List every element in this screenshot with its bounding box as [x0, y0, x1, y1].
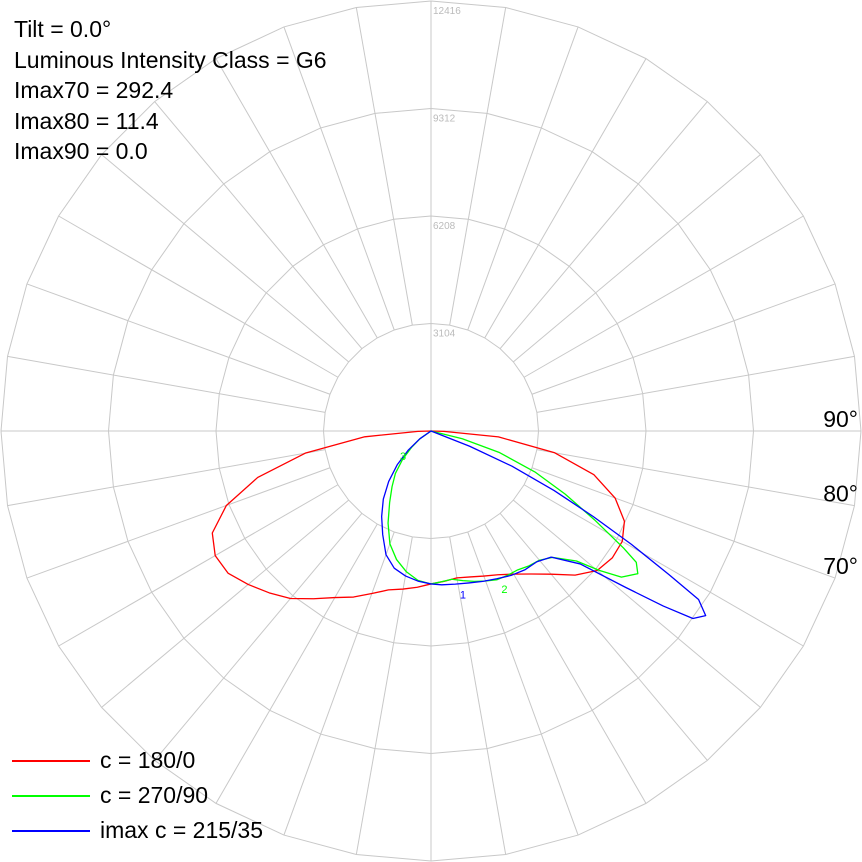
- grid-spoke: [7, 449, 326, 507]
- grid-spoke: [7, 355, 326, 413]
- imax90-text: Imax90 = 0.0: [14, 138, 148, 164]
- grid-spoke: [467, 531, 579, 836]
- ring-label: 6208: [433, 221, 456, 232]
- legend-item-c180: c = 180/0: [12, 743, 263, 778]
- grid-spoke: [26, 283, 331, 395]
- angle-label: 90°: [823, 406, 858, 432]
- ring-label: 9312: [433, 114, 456, 125]
- ring-labels: 3104 6208 9312 12416: [433, 6, 461, 340]
- intensity-class-text: Luminous Intensity Class = G6: [14, 46, 327, 73]
- ring-label: 3104: [433, 329, 456, 340]
- grid-spoke: [283, 531, 395, 836]
- curve-series-1: [211, 430, 626, 600]
- grid-spoke: [215, 523, 378, 804]
- legend-swatch-blue: [12, 829, 90, 832]
- tilt-text: Tilt = 0.0°: [14, 16, 112, 42]
- photometric-info: Tilt = 0.0° Luminous Intensity Class = G…: [14, 14, 327, 167]
- curve-marker: 3: [400, 451, 406, 463]
- legend-swatch-green: [12, 794, 90, 797]
- grid-spoke: [499, 101, 708, 349]
- curve-labels: 1 2 3: [400, 451, 508, 602]
- imax70-text: Imax70 = 292.4: [14, 77, 174, 103]
- imax80-text: Imax80 = 11.4: [14, 107, 159, 134]
- grid-spoke: [154, 513, 363, 761]
- grid-spoke: [484, 523, 647, 804]
- angle-labels: 90° 80° 70°: [823, 406, 858, 579]
- grid-spoke: [154, 101, 363, 349]
- grid-spoke: [531, 467, 836, 579]
- grid-spoke: [58, 215, 339, 378]
- grid-spoke: [467, 26, 579, 331]
- grid-spoke: [449, 7, 507, 326]
- legend-item-c270: c = 270/90: [12, 778, 263, 813]
- grid-spoke: [531, 283, 836, 395]
- grid-spoke: [513, 154, 761, 363]
- grid-spoke: [101, 154, 349, 363]
- grid-spoke: [513, 499, 761, 708]
- grid-spoke: [283, 26, 395, 331]
- angle-label: 70°: [823, 553, 858, 579]
- curve-marker: 2: [501, 584, 507, 596]
- curve-series-2: [387, 430, 639, 585]
- grid-spoke: [449, 536, 507, 855]
- grid-spoke: [523, 484, 804, 647]
- curve-series-3: [381, 430, 707, 620]
- curve-marker: 1: [460, 590, 466, 602]
- chart-legend: c = 180/0 c = 270/90 imax c = 215/35: [12, 743, 263, 848]
- grid-spoke: [355, 536, 413, 855]
- grid-spoke: [499, 513, 708, 761]
- legend-label: c = 180/0: [100, 747, 196, 773]
- grid-spoke: [26, 467, 331, 579]
- legend-label: c = 270/90: [100, 782, 209, 808]
- grid-spoke: [536, 355, 855, 413]
- legend-swatch-red: [12, 759, 90, 762]
- legend-item-imax: imax c = 215/35: [12, 813, 263, 848]
- grid-spoke: [484, 58, 647, 339]
- grid-spoke: [536, 449, 855, 507]
- grid-spoke: [355, 7, 413, 326]
- grid-spoke: [58, 484, 339, 647]
- grid-spoke: [101, 499, 349, 708]
- ring-label: 12416: [433, 6, 461, 17]
- legend-label: imax c = 215/35: [100, 817, 264, 843]
- angle-label: 80°: [823, 481, 858, 507]
- grid-spoke: [215, 58, 378, 339]
- grid-spoke: [523, 215, 804, 378]
- intensity-curves: [211, 430, 707, 620]
